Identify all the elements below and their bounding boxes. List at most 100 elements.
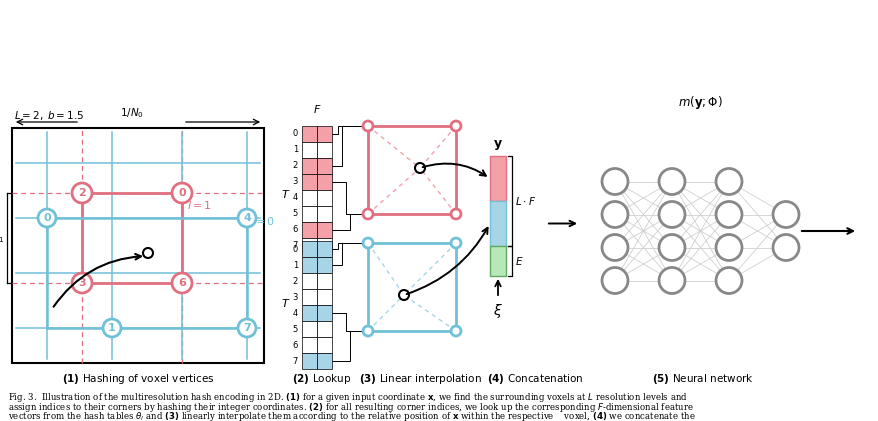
Text: $m(\mathbf{y};\Phi)$: $m(\mathbf{y};\Phi)$ xyxy=(677,94,722,111)
Circle shape xyxy=(772,202,798,227)
Circle shape xyxy=(658,234,684,261)
Circle shape xyxy=(658,168,684,195)
Text: $\mathbf{y}$: $\mathbf{y}$ xyxy=(493,138,502,152)
Bar xyxy=(12,128,263,363)
Circle shape xyxy=(38,209,56,227)
Text: 0: 0 xyxy=(292,130,298,139)
Circle shape xyxy=(601,202,627,227)
Circle shape xyxy=(716,234,741,261)
Text: $T$: $T$ xyxy=(281,188,291,200)
Ellipse shape xyxy=(133,133,150,168)
Circle shape xyxy=(450,121,460,131)
Text: 0: 0 xyxy=(43,213,51,223)
Text: 7: 7 xyxy=(243,323,250,333)
Bar xyxy=(302,142,317,158)
Bar xyxy=(489,246,506,276)
Text: 0: 0 xyxy=(292,245,298,253)
Circle shape xyxy=(72,183,92,203)
Bar xyxy=(317,142,332,158)
Bar xyxy=(317,305,332,321)
Bar xyxy=(368,126,456,214)
Text: 6: 6 xyxy=(292,226,298,234)
Text: $L\cdot F$: $L\cdot F$ xyxy=(515,195,536,207)
Bar xyxy=(302,174,317,190)
Ellipse shape xyxy=(95,158,155,224)
Circle shape xyxy=(399,290,408,300)
Circle shape xyxy=(363,326,372,336)
Text: 1: 1 xyxy=(108,323,116,333)
Bar xyxy=(302,321,317,337)
Circle shape xyxy=(363,238,372,248)
Text: Fig. 3.  Illustration of the multiresolution hash encoding in 2D. $\mathbf{(1)}$: Fig. 3. Illustration of the multiresolut… xyxy=(8,391,687,404)
Circle shape xyxy=(414,163,425,173)
Text: 6: 6 xyxy=(178,278,186,288)
Text: 3: 3 xyxy=(292,178,298,187)
Circle shape xyxy=(658,267,684,293)
Circle shape xyxy=(143,248,153,258)
Bar xyxy=(317,257,332,273)
Bar xyxy=(317,241,332,257)
Bar xyxy=(302,353,317,369)
Circle shape xyxy=(716,202,741,227)
Circle shape xyxy=(716,267,741,293)
Bar xyxy=(302,206,317,222)
Bar xyxy=(317,174,332,190)
Bar xyxy=(489,156,506,201)
Text: $l = 1$: $l = 1$ xyxy=(187,199,212,211)
Text: 0: 0 xyxy=(178,188,185,198)
Bar xyxy=(317,337,332,353)
Text: 2: 2 xyxy=(78,188,86,198)
Circle shape xyxy=(601,267,627,293)
Text: vectors from the hash tables $\theta_l$ and $\mathbf{(3)}$ linearly interpolate : vectors from the hash tables $\theta_l$ … xyxy=(8,410,695,421)
Text: $\mathbf{(4)}$ Concatenation: $\mathbf{(4)}$ Concatenation xyxy=(486,372,583,386)
Circle shape xyxy=(363,209,372,219)
Bar xyxy=(302,158,317,174)
Text: 6: 6 xyxy=(292,341,298,349)
Bar xyxy=(302,305,317,321)
Text: $\mathbf{(1)}$ Hashing of voxel vertices: $\mathbf{(1)}$ Hashing of voxel vertices xyxy=(61,372,214,386)
Bar xyxy=(489,201,506,246)
Circle shape xyxy=(238,319,255,337)
Text: 3: 3 xyxy=(78,278,86,288)
Bar xyxy=(302,238,317,254)
Text: result of each level, as well as auxiliary inputs $\xi \in \mathbb{R}^E$, produc: result of each level, as well as auxilia… xyxy=(8,419,601,421)
Text: 1: 1 xyxy=(292,146,298,155)
Bar xyxy=(317,321,332,337)
Circle shape xyxy=(450,238,460,248)
Bar xyxy=(302,222,317,238)
Circle shape xyxy=(772,234,798,261)
Ellipse shape xyxy=(81,181,195,311)
Circle shape xyxy=(172,183,191,203)
Text: 4: 4 xyxy=(292,309,298,317)
Circle shape xyxy=(601,234,627,261)
Circle shape xyxy=(450,326,460,336)
Bar xyxy=(317,190,332,206)
Text: $\mathbf{(5)}$ Neural network: $\mathbf{(5)}$ Neural network xyxy=(651,372,753,386)
Bar xyxy=(302,241,317,257)
Bar xyxy=(317,222,332,238)
Text: $\mathbf{(2)}$ Lookup: $\mathbf{(2)}$ Lookup xyxy=(292,372,351,386)
Text: $\mathbf{(3)}$ Linear interpolation: $\mathbf{(3)}$ Linear interpolation xyxy=(358,372,481,386)
Circle shape xyxy=(172,273,191,293)
Circle shape xyxy=(72,273,92,293)
Bar xyxy=(302,257,317,273)
Text: $T$: $T$ xyxy=(281,297,291,309)
Bar xyxy=(302,126,317,142)
Bar xyxy=(317,273,332,289)
Text: 5: 5 xyxy=(292,325,298,333)
Circle shape xyxy=(363,121,372,131)
Bar xyxy=(368,243,456,331)
Bar xyxy=(302,190,317,206)
Bar xyxy=(317,353,332,369)
Text: 4: 4 xyxy=(243,213,250,223)
Text: $F$: $F$ xyxy=(313,103,320,115)
Circle shape xyxy=(716,168,741,195)
Text: $1/N_0$: $1/N_0$ xyxy=(120,106,144,120)
Text: 7: 7 xyxy=(292,357,298,365)
Text: $1/N_1$: $1/N_1$ xyxy=(0,231,5,245)
Bar xyxy=(317,238,332,254)
Text: $l = 0$: $l = 0$ xyxy=(249,215,275,227)
Text: 7: 7 xyxy=(292,242,298,250)
Circle shape xyxy=(658,202,684,227)
Bar xyxy=(302,289,317,305)
